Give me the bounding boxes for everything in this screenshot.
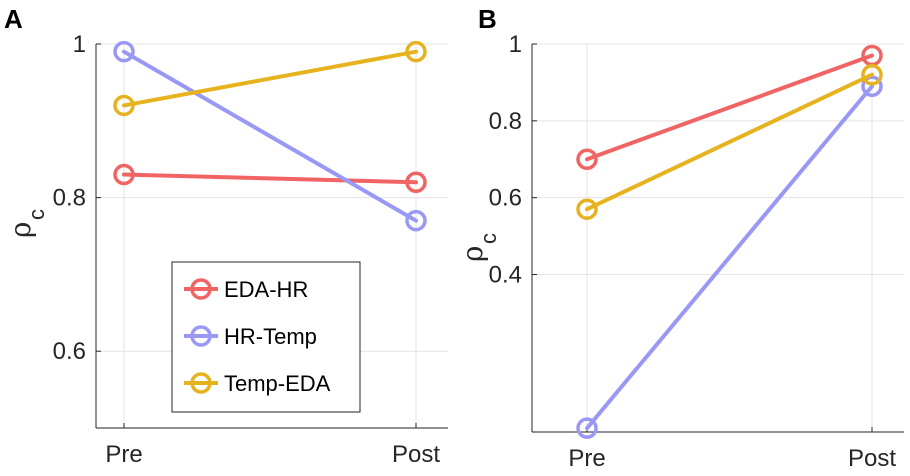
panel-label: B — [478, 4, 497, 34]
data-point-temp-eda — [405, 40, 427, 63]
series-line-temp-eda — [122, 49, 418, 108]
data-point-eda-hr — [576, 148, 598, 170]
y-axis-label: ρ — [4, 222, 37, 238]
y-tick-label: 0.4 — [489, 261, 522, 288]
series-line-eda-hr — [585, 53, 874, 162]
data-point-hr-temp — [405, 209, 427, 232]
y-axis-label: ρ — [456, 246, 489, 262]
legend-label-hr-temp: HR-Temp — [224, 324, 317, 349]
data-point-hr-temp — [861, 75, 883, 98]
y-axis-label-subscript: c — [24, 209, 49, 220]
x-tick-label: Pre — [568, 445, 605, 472]
data-point-hr-temp — [576, 417, 598, 439]
x-tick-label: Pre — [105, 441, 142, 468]
data-point-temp-eda — [113, 94, 135, 117]
y-tick-label: 1 — [509, 31, 522, 58]
y-tick-label: 0.6 — [489, 185, 522, 212]
data-point-eda-hr — [405, 171, 427, 193]
y-axis-label-subscript: c — [476, 233, 501, 244]
x-tick-label: Post — [392, 441, 440, 468]
chart-panel-b: B 0.4 0.6 0.8 1 Pre Post ρc — [456, 4, 904, 472]
series-line-hr-temp — [122, 49, 418, 223]
series-line-eda-hr — [122, 172, 418, 185]
data-point-hr-temp — [113, 40, 135, 63]
legend-marker-eda-hr — [190, 278, 212, 300]
y-tick-label: 0.8 — [489, 108, 522, 135]
data-point-temp-eda — [576, 198, 598, 220]
y-tick-label: 0.8 — [53, 185, 86, 212]
y-tick-label: 0.6 — [53, 338, 86, 365]
data-point-temp-eda — [861, 63, 883, 86]
data-point-eda-hr — [113, 163, 135, 186]
series-line-temp-eda — [585, 72, 874, 212]
legend-label-eda-hr: EDA-HR — [224, 277, 308, 302]
legend-marker-hr-temp — [190, 325, 212, 347]
legend-label-temp-eda: Temp-EDA — [224, 371, 331, 396]
panel-label: A — [4, 4, 23, 34]
legend-marker-temp-eda — [190, 372, 212, 394]
y-tick-label: 1 — [73, 31, 86, 58]
chart-panel-a: A 0.6 0.8 1 Pre Post ρc EDA-HR HR-Temp Temp-EDA — [4, 4, 448, 468]
series-line-hr-temp — [585, 84, 874, 431]
x-tick-label: Post — [848, 445, 896, 472]
